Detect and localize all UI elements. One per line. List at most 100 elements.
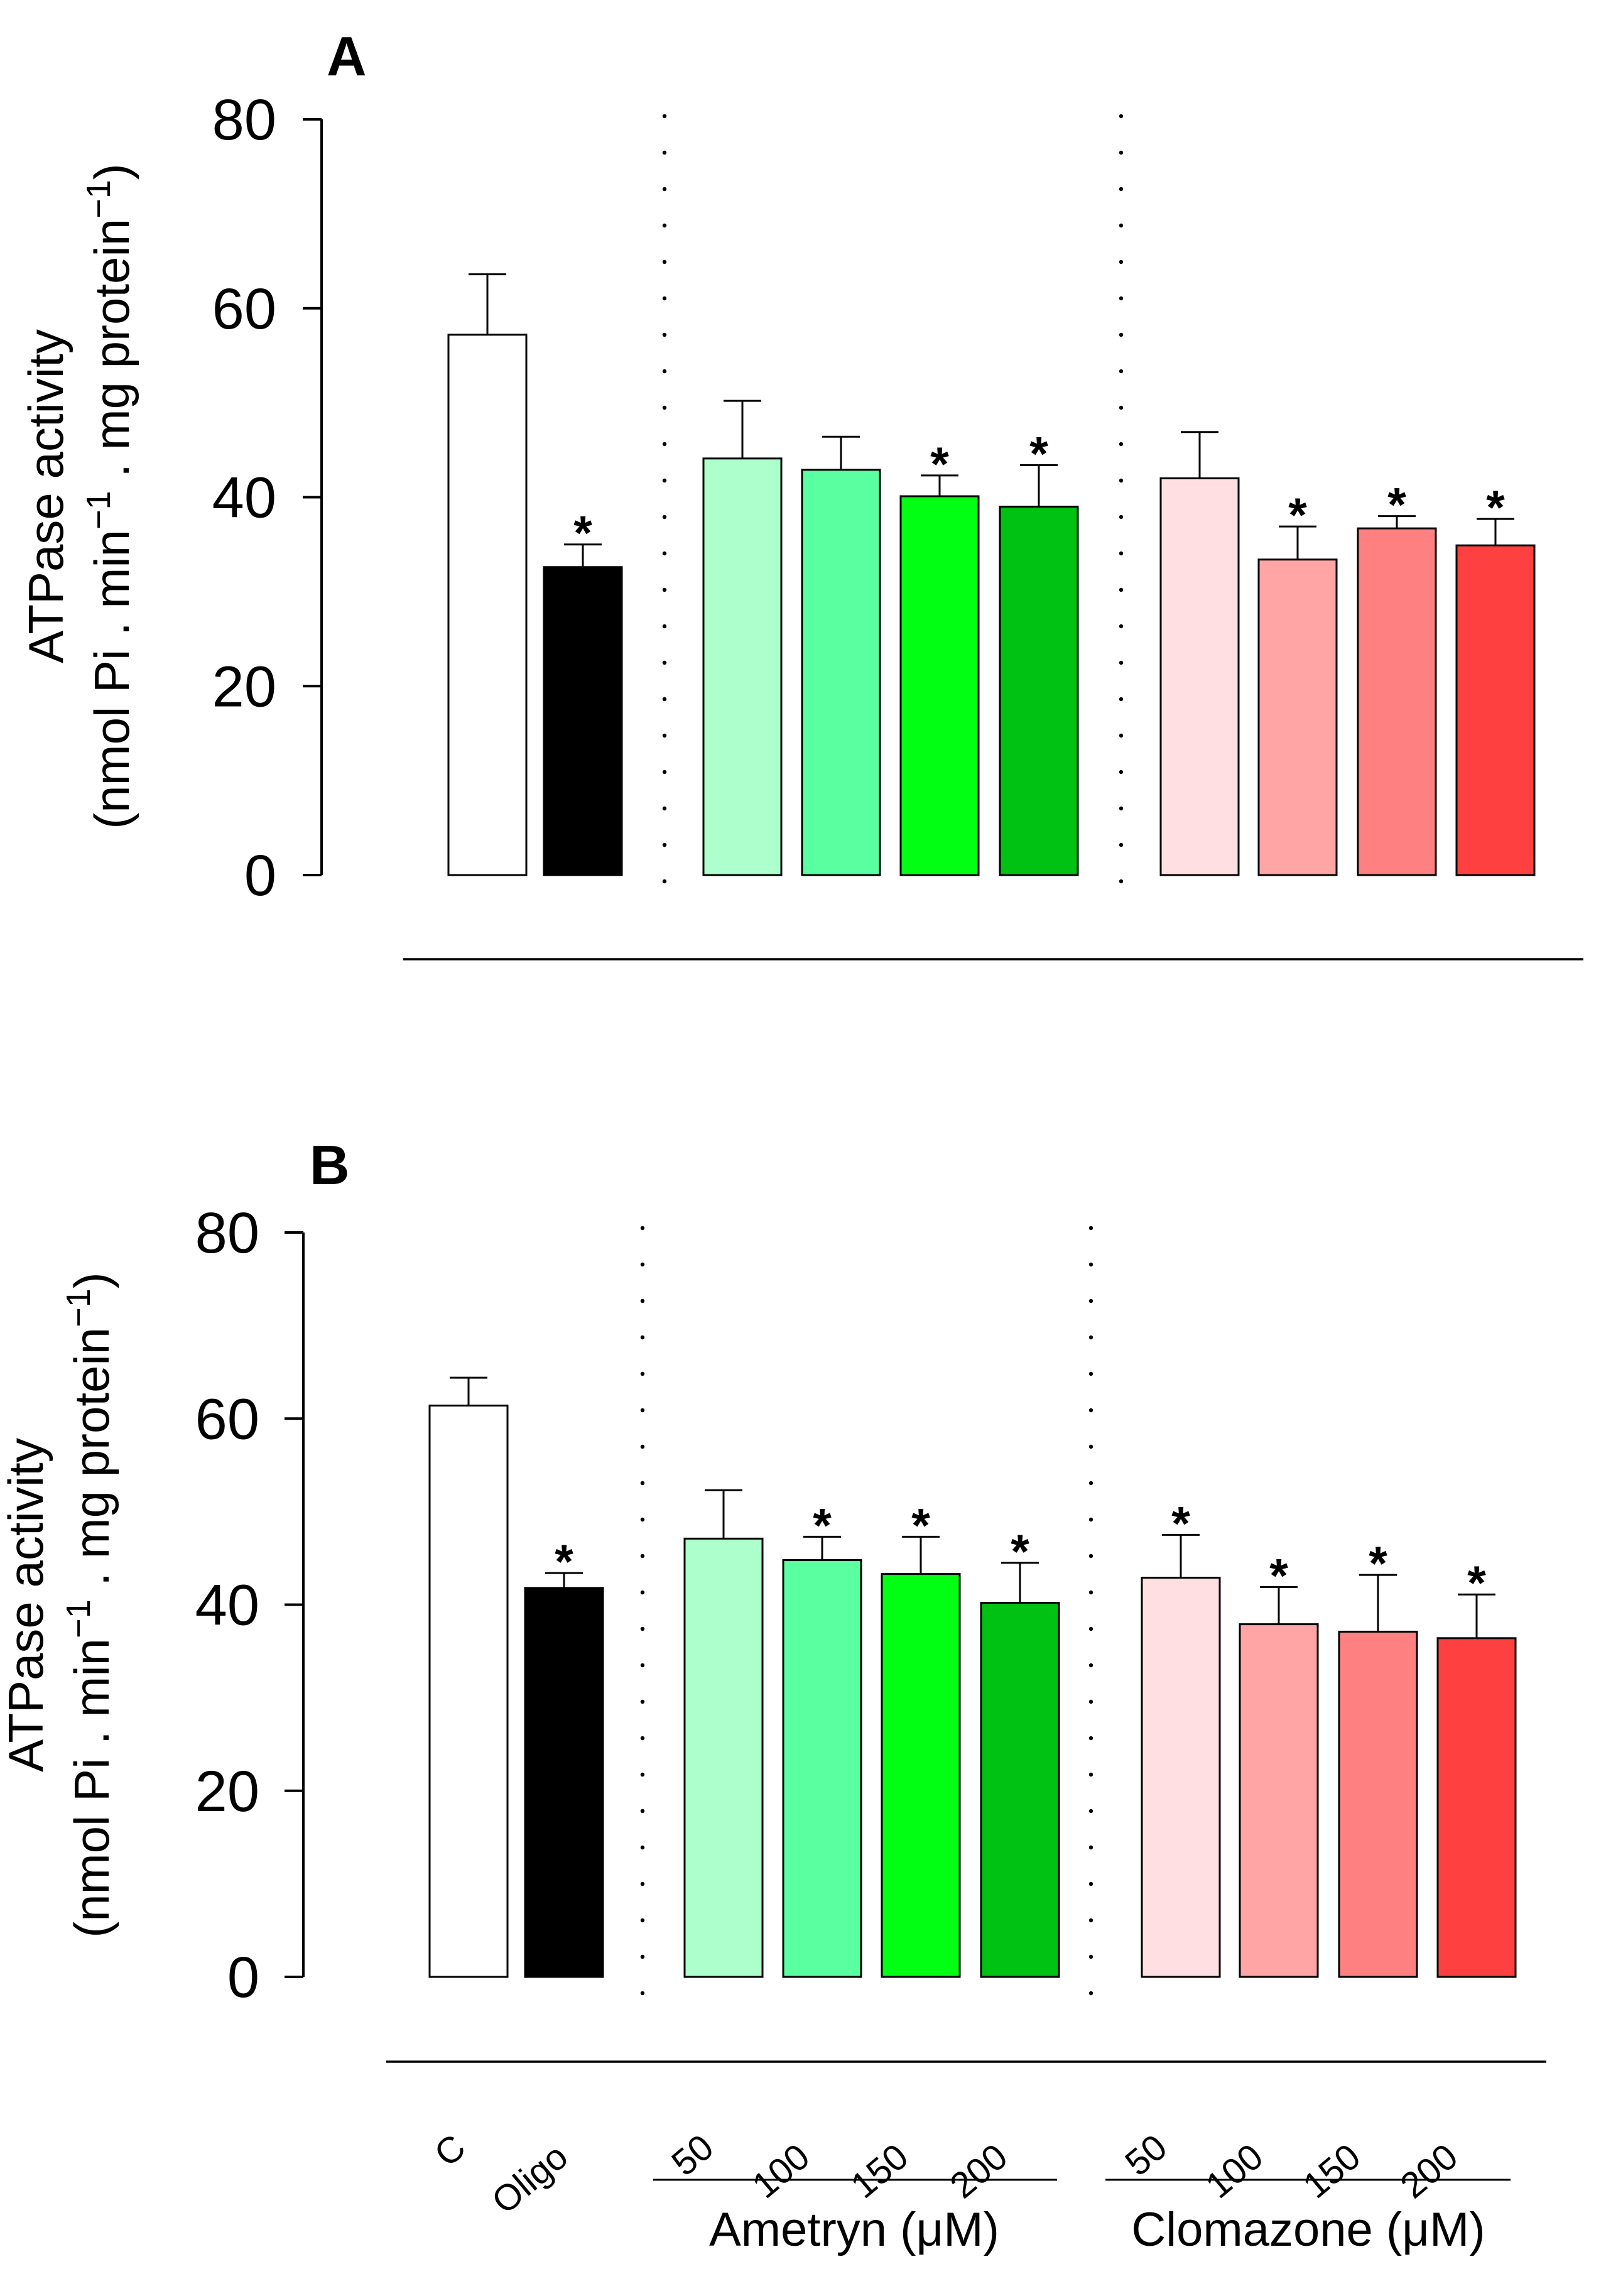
- significance-star: *: [813, 1499, 832, 1552]
- unit-text: ): [84, 163, 139, 180]
- separator-dot: [640, 1517, 645, 1522]
- separator-dot: [1088, 1809, 1093, 1814]
- x-category-label: 200: [1392, 2136, 1465, 2206]
- separator-dot: [640, 1881, 645, 1886]
- separator-dot: [640, 1736, 645, 1741]
- significance-star: *: [930, 438, 949, 491]
- separator-dot: [1088, 1298, 1093, 1303]
- x-category-label: 150: [1295, 2136, 1368, 2206]
- separator-dot: [1088, 1881, 1093, 1886]
- separator-dot: [1119, 697, 1124, 702]
- x-category-label: Oligo: [484, 2136, 576, 2222]
- x-category-label: 50: [664, 2126, 721, 2184]
- separator-dot: [640, 1626, 645, 1631]
- x-category-label: 100: [744, 2136, 817, 2206]
- separator-dot: [662, 514, 667, 520]
- x-category-label: 100: [1198, 2136, 1271, 2206]
- y-axis-subtitle: (nmol Pi . min−1 . mg protein−1): [80, 163, 139, 829]
- separator-dot: [640, 1918, 645, 1923]
- separator-dot: [640, 1772, 645, 1777]
- significance-star: *: [573, 507, 592, 560]
- separator-dot: [1119, 259, 1124, 264]
- significance-star: *: [1486, 481, 1505, 535]
- separator-dot: [662, 842, 667, 847]
- separator-dot: [1088, 1481, 1093, 1486]
- separator-dot: [1088, 1444, 1093, 1449]
- separator-dot: [640, 1663, 645, 1668]
- significance-star: *: [911, 1499, 930, 1552]
- separator-dot: [662, 223, 667, 228]
- separator-dot: [1119, 733, 1124, 738]
- x-category-label: 150: [843, 2136, 916, 2206]
- unit-exponent: −1: [80, 491, 117, 530]
- bar: [1455, 544, 1536, 876]
- separator-dot: [1088, 1371, 1093, 1376]
- bar: [999, 506, 1079, 876]
- separator-dot: [640, 1226, 645, 1231]
- separator-dot: [1119, 879, 1124, 884]
- separator-dot: [1119, 405, 1124, 410]
- separator-dot: [640, 1991, 645, 1996]
- group-title: Clomazone (μM): [1131, 2203, 1485, 2256]
- unit-text: . mg protein: [64, 1327, 119, 1600]
- separator-dot: [1119, 624, 1124, 629]
- separator-dot: [662, 150, 667, 155]
- separator-dot: [662, 114, 667, 119]
- y-axis-title: ATPase activity: [0, 1438, 53, 1772]
- separator-dot: [1119, 442, 1124, 447]
- bar: [980, 1602, 1060, 1978]
- separator-dot: [640, 1444, 645, 1449]
- separator-dot: [1119, 332, 1124, 337]
- separator-dot: [1119, 551, 1124, 556]
- separator-dot: [640, 1408, 645, 1413]
- separator-dot: [662, 259, 667, 264]
- bar: [899, 495, 980, 876]
- separator-dot: [662, 296, 667, 301]
- x-category-label: 200: [942, 2136, 1015, 2206]
- separator-dot: [640, 1481, 645, 1486]
- separator-dot: [1119, 150, 1124, 155]
- separator-dot: [640, 1954, 645, 1959]
- separator-dot: [1088, 1918, 1093, 1923]
- separator-dot: [640, 1298, 645, 1303]
- separator-dot: [1088, 1335, 1093, 1340]
- significance-star: *: [1171, 1497, 1190, 1550]
- bar: [524, 1587, 604, 1978]
- bar: [881, 1573, 961, 1978]
- bar: [702, 457, 783, 876]
- y-tick-label: 0: [244, 844, 276, 908]
- y-tick-label: 20: [212, 655, 276, 719]
- separator-dot: [640, 1335, 645, 1340]
- separator-dot: [1119, 514, 1124, 520]
- y-tick-label: 40: [212, 466, 276, 530]
- separator-dot: [1088, 1262, 1093, 1267]
- y-axis-subtitle: (nmol Pi . min−1 . mg protein−1): [60, 1272, 119, 1937]
- separator-dot: [1119, 296, 1124, 301]
- x-category-label: 50: [1117, 2126, 1175, 2184]
- significance-star: *: [1011, 1525, 1029, 1579]
- separator-dot: [640, 1590, 645, 1595]
- separator-dot: [1119, 806, 1124, 811]
- separator-dot: [640, 1553, 645, 1559]
- separator-dot: [640, 1845, 645, 1850]
- separator-dot: [662, 187, 667, 192]
- bar: [1141, 1577, 1221, 1978]
- separator-dot: [662, 332, 667, 337]
- separator-dot: [662, 697, 667, 702]
- separator-dot: [1119, 660, 1124, 665]
- panel-label: A: [327, 25, 367, 87]
- unit-exponent: −1: [60, 1288, 97, 1327]
- separator-dot: [1119, 478, 1124, 483]
- significance-star: *: [1029, 427, 1048, 481]
- separator-dot: [662, 478, 667, 483]
- bar: [447, 334, 528, 876]
- y-tick-label: 40: [195, 1574, 259, 1638]
- y-tick-label: 60: [212, 277, 276, 341]
- separator-dot: [1119, 770, 1124, 775]
- separator-dot: [1088, 1845, 1093, 1850]
- separator-dot: [640, 1371, 645, 1376]
- unit-text: . mg protein: [84, 219, 139, 491]
- separator-dot: [662, 624, 667, 629]
- separator-dot: [1119, 587, 1124, 592]
